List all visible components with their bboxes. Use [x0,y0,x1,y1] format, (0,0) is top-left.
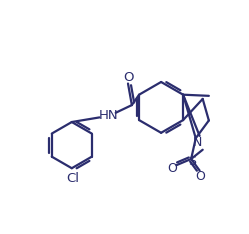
Text: N: N [193,135,202,149]
Text: HN: HN [99,109,119,122]
Text: Cl: Cl [66,172,79,185]
Text: O: O [124,71,134,84]
Text: O: O [167,162,177,175]
Text: S: S [188,155,196,168]
Text: O: O [195,170,205,183]
